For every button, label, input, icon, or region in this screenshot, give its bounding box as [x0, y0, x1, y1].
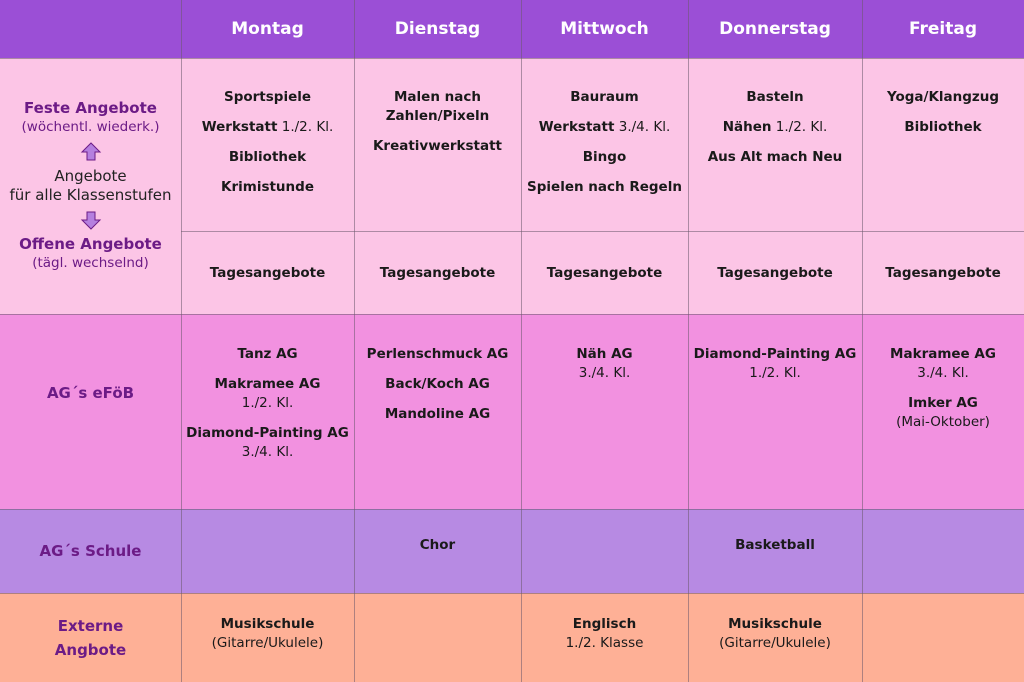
grid-line [0, 509, 1024, 510]
grid-line [181, 0, 182, 682]
grid-line [0, 593, 1024, 594]
day-label: Freitag [908, 19, 978, 39]
header-day-mittwoch: Mittwoch [521, 0, 688, 58]
activity: Zahlen/Pixeln [385, 108, 490, 124]
activity: Spielen nach Regeln [527, 179, 682, 195]
schule-cell-fri [862, 509, 1024, 593]
grid-line [181, 231, 1024, 232]
feste-cell-tue: Malen nach Zahlen/Pixeln Kreativwerkstat… [354, 58, 521, 231]
externe-cell-wed: Englisch 1./2. Klasse [521, 593, 688, 682]
activity: Makramee AG [890, 346, 996, 362]
activity: Basteln [746, 89, 804, 105]
activity: Makramee AG [214, 376, 321, 392]
row-label-externe: Externe Angbote [0, 593, 181, 682]
grid-line [354, 0, 355, 682]
grid-line [862, 0, 863, 682]
arrow-up-icon [80, 142, 101, 161]
row-label-efob: AG´s eFöB [0, 314, 181, 509]
header-day-montag: Montag [181, 0, 354, 58]
externe-cell-fri [862, 593, 1024, 682]
row-label-schule: AG´s Schule [0, 509, 181, 593]
activity-sub: 3./4. Kl. [917, 365, 969, 381]
activity: Aus Alt mach Neu [707, 149, 843, 165]
grid-line [0, 58, 1024, 59]
activity: Malen nach [394, 89, 481, 105]
activity: Krimistunde [221, 179, 314, 195]
activity: Tanz AG [237, 346, 298, 362]
activity: Imker AG [908, 395, 978, 411]
externe-cell-tue [354, 593, 521, 682]
activity: Mandoline AG [384, 406, 491, 422]
activity: Sportspiele [223, 89, 312, 105]
schule-cell-mon [181, 509, 354, 593]
activity: Bingo [582, 149, 627, 165]
activity: Bibliothek [904, 119, 982, 135]
schule-cell-tue: Chor [354, 509, 521, 593]
day-label: Mittwoch [560, 19, 649, 39]
activity: Nähen 1./2. Kl. [722, 119, 828, 135]
activity: Kreativwerkstatt [372, 138, 503, 154]
activity-sub: 3./4. Kl. [578, 365, 631, 381]
header-day-donnerstag: Donnerstag [688, 0, 862, 58]
row-label-angebote: Feste Angebote (wöchentl. wiederk.) Ange… [0, 58, 181, 314]
activity-sub: 3./4. Kl. [241, 444, 294, 460]
offene-cell-thu: Tagesangebote [688, 231, 862, 314]
offene-cell-tue: Tagesangebote [354, 231, 521, 314]
feste-cell-wed: Bauraum Werkstatt 3./4. Kl. Bingo Spiele… [521, 58, 688, 231]
activity-sub: 1./2. Kl. [241, 395, 294, 411]
day-label: Donnerstag [719, 19, 831, 39]
activity: Werkstatt 1./2. Kl. [201, 119, 334, 135]
feste-cell-mon: Sportspiele Werkstatt 1./2. Kl. Biblioth… [181, 58, 354, 231]
schule-cell-thu: Basketball [688, 509, 862, 593]
middle-line-2: für alle Klassenstufen [9, 186, 172, 204]
efob-cell-mon: Tanz AG Makramee AG 1./2. Kl. Diamond-Pa… [181, 314, 354, 509]
feste-title: Feste Angebote [24, 99, 157, 117]
activity: Yoga/Klangzug [886, 89, 1000, 105]
offene-title: Offene Angebote [19, 235, 162, 253]
activity: Perlenschmuck AG [366, 346, 509, 362]
activity-sub: (Mai-Oktober) [896, 414, 990, 430]
feste-cell-thu: Basteln Nähen 1./2. Kl. Aus Alt mach Neu [688, 58, 862, 231]
efob-cell-fri: Makramee AG 3./4. Kl. Imker AG (Mai-Okto… [862, 314, 1024, 509]
efob-cell-tue: Perlenschmuck AG Back/Koch AG Mandoline … [354, 314, 521, 509]
arrow-down-icon [80, 211, 101, 230]
activity: Diamond-Painting AG [693, 346, 857, 362]
offene-cell-mon: Tagesangebote [181, 231, 354, 314]
header-label-cell [0, 0, 181, 58]
header-day-freitag: Freitag [862, 0, 1024, 58]
feste-subtitle: (wöchentl. wiederk.) [21, 119, 160, 135]
schule-cell-wed [521, 509, 688, 593]
activity: Bauraum [570, 89, 639, 105]
activity: Näh AG [576, 346, 633, 362]
efob-cell-wed: Näh AG 3./4. Kl. [521, 314, 688, 509]
activity: Werkstatt 3./4. Kl. [538, 119, 671, 135]
activity-sub: 1./2. Kl. [749, 365, 801, 381]
day-label: Dienstag [394, 19, 481, 39]
header-day-dienstag: Dienstag [354, 0, 521, 58]
offene-cell-wed: Tagesangebote [521, 231, 688, 314]
feste-cell-fri: Yoga/Klangzug Bibliothek [862, 58, 1024, 231]
activity: Bibliothek [228, 149, 307, 165]
activity: Back/Koch AG [385, 376, 490, 392]
activity: Diamond-Painting AG [186, 425, 349, 441]
grid-line [688, 0, 689, 682]
offene-cell-fri: Tagesangebote [862, 231, 1024, 314]
externe-cell-thu: Musikschule (Gitarre/Ukulele) [688, 593, 862, 682]
day-label: Montag [231, 19, 304, 39]
externe-cell-mon: Musikschule (Gitarre/Ukulele) [181, 593, 354, 682]
middle-line-1: Angebote [54, 167, 127, 185]
offene-subtitle: (tägl. wechselnd) [32, 255, 149, 271]
efob-cell-thu: Diamond-Painting AG 1./2. Kl. [688, 314, 862, 509]
grid-line [0, 314, 1024, 315]
grid-line [521, 0, 522, 682]
